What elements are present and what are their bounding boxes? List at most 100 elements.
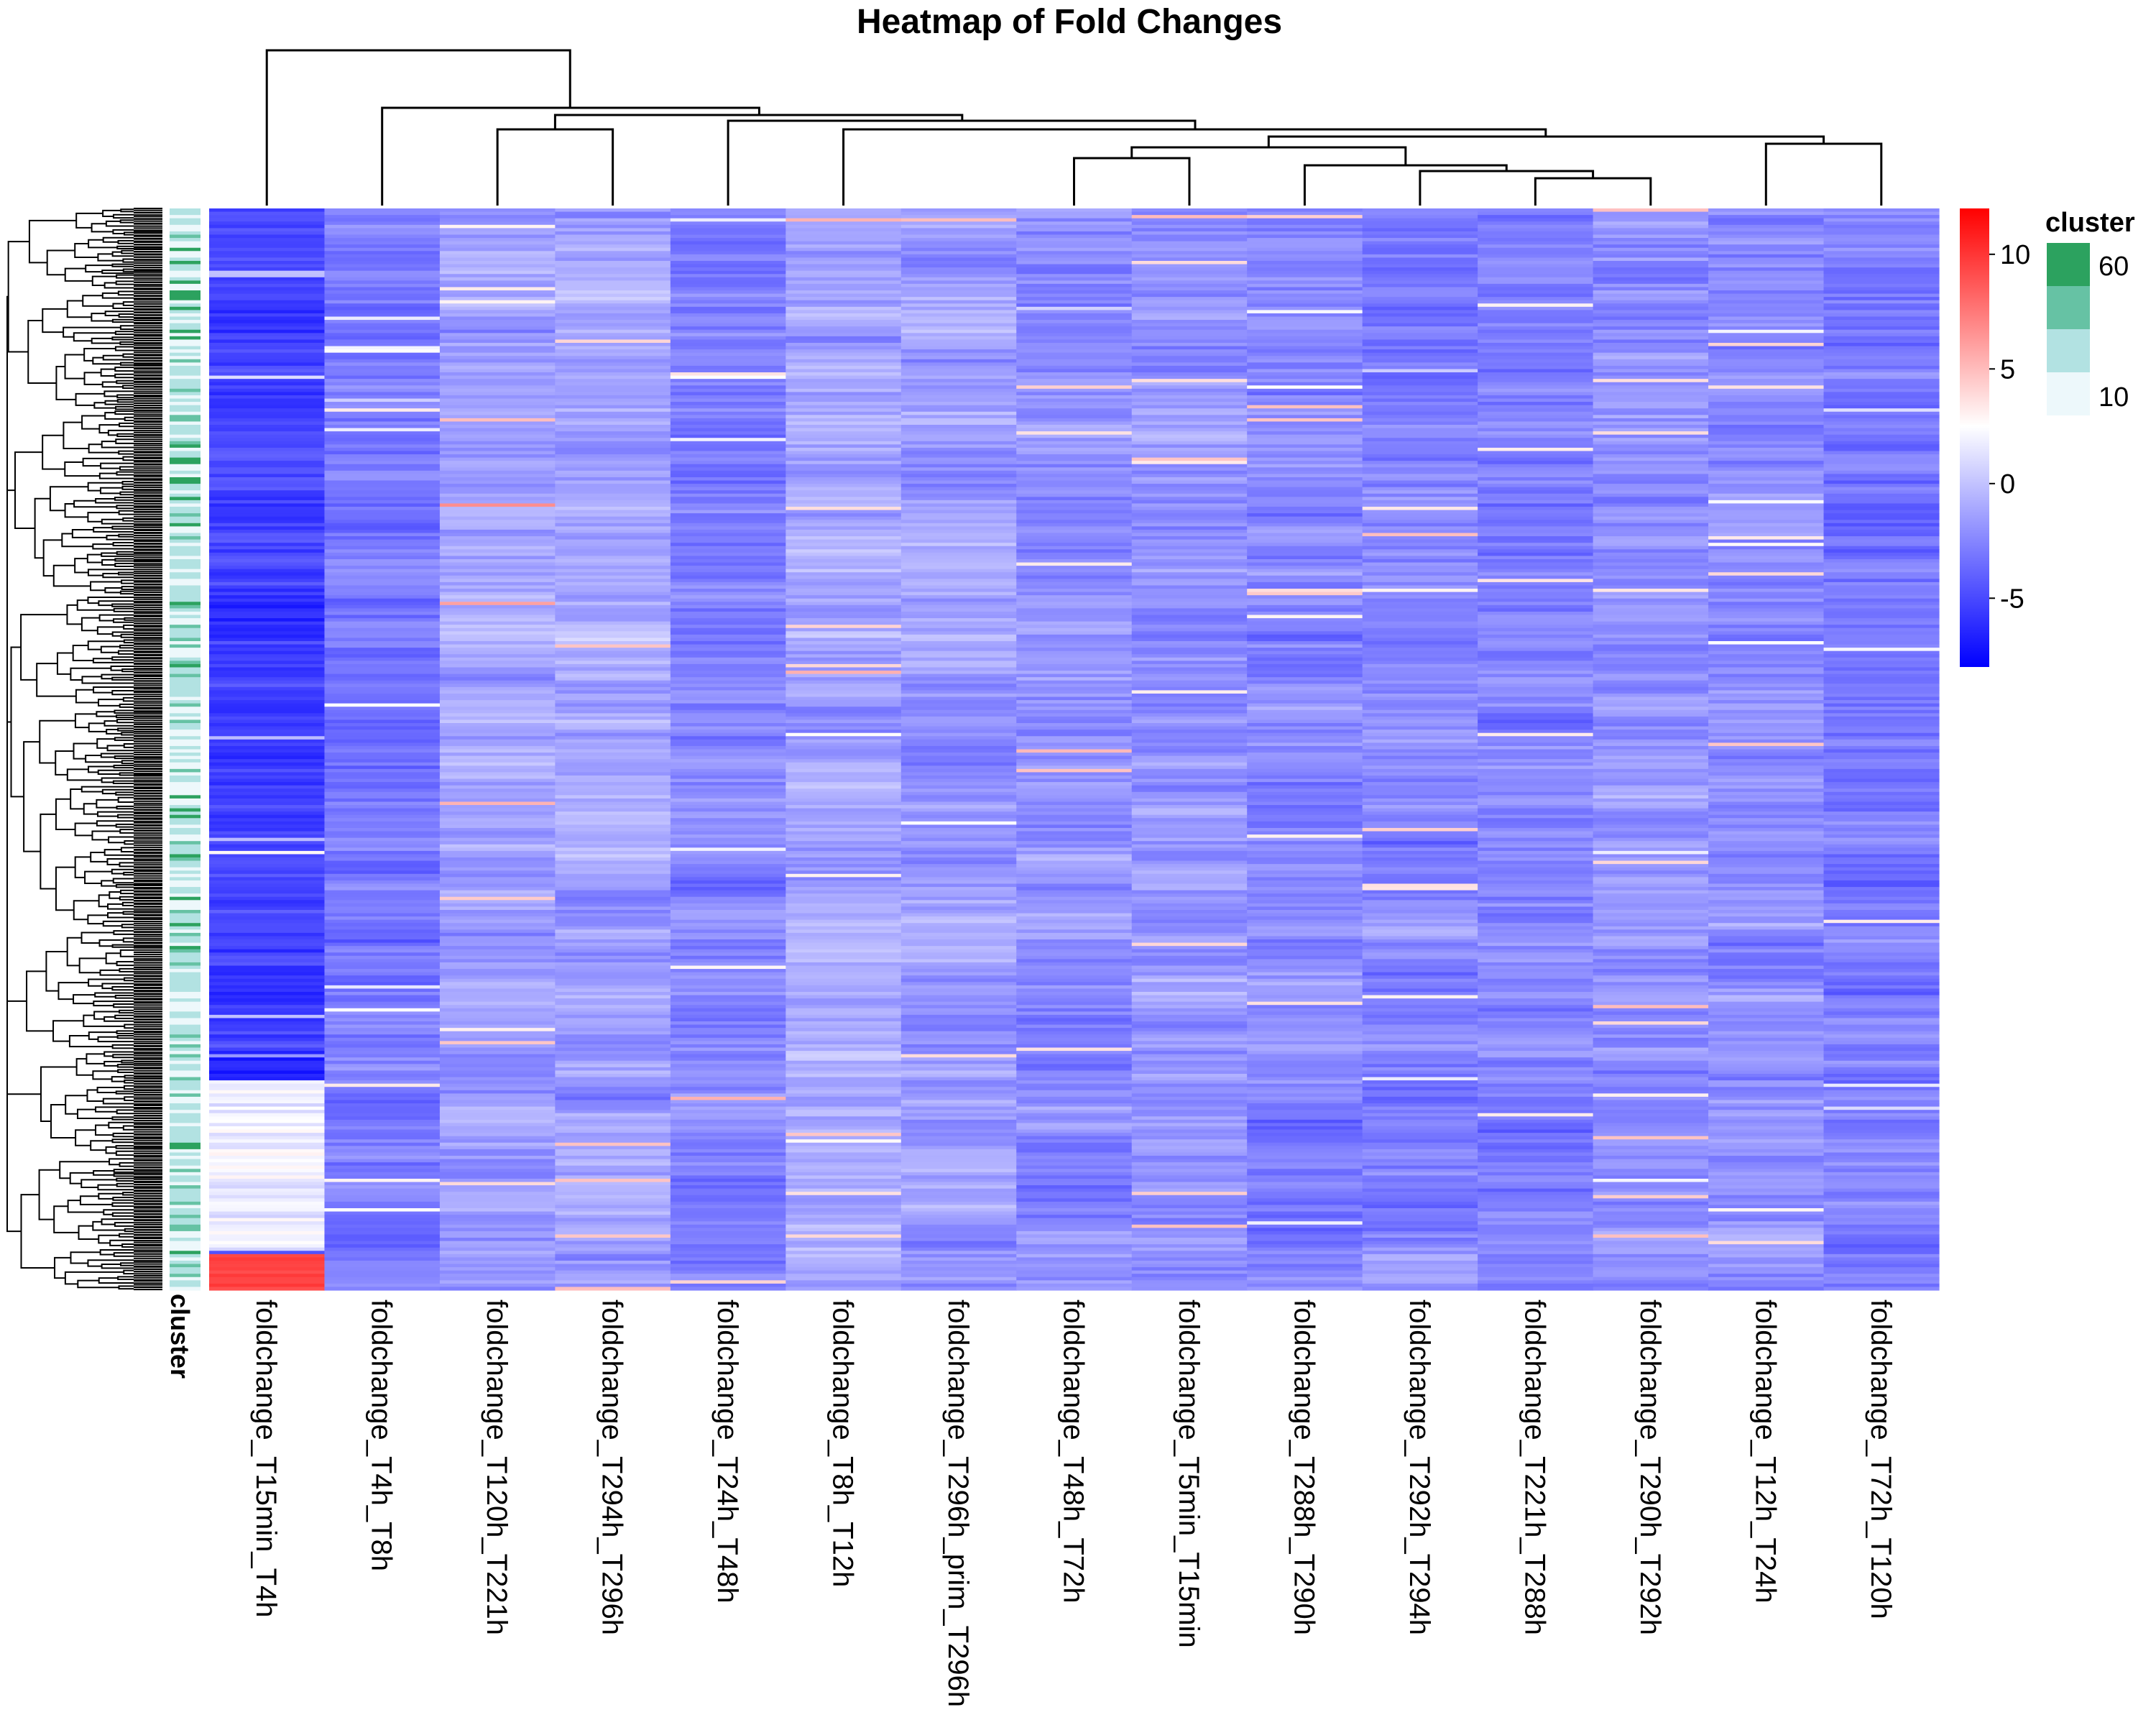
heatmap-cell xyxy=(1016,1218,1133,1222)
heatmap-cell xyxy=(786,896,902,901)
heatmap-cell xyxy=(670,382,786,386)
heatmap-cell xyxy=(1708,736,1825,740)
heatmap-cell xyxy=(209,827,326,832)
heatmap-cell xyxy=(1708,470,1825,475)
heatmap-cell xyxy=(1131,972,1248,976)
heatmap-cell xyxy=(324,677,441,681)
heatmap-cell xyxy=(786,293,902,298)
heatmap-cell xyxy=(786,1110,902,1114)
heatmap-cell xyxy=(786,283,902,288)
heatmap-cell xyxy=(900,900,1017,904)
heatmap-cell xyxy=(1708,313,1825,318)
heatmap-cell xyxy=(1016,798,1133,803)
heatmap-cell xyxy=(1362,579,1478,583)
heatmap-cell xyxy=(1131,1110,1248,1114)
heatmap-cell xyxy=(1016,497,1133,501)
heatmap-cell xyxy=(209,696,326,701)
heatmap-cell xyxy=(439,654,556,658)
heatmap-cell xyxy=(324,762,441,766)
heatmap-cell xyxy=(1131,854,1248,858)
heatmap-cell xyxy=(1362,604,1478,609)
heatmap-cell xyxy=(1593,365,1709,370)
heatmap-cell xyxy=(1362,405,1478,409)
heatmap-cell xyxy=(209,533,326,537)
heatmap-cell xyxy=(1016,558,1133,564)
heatmap-cell xyxy=(1131,320,1248,324)
heatmap-cell xyxy=(324,753,441,757)
heatmap-cell xyxy=(1593,903,1709,908)
heatmap-cell xyxy=(324,1028,441,1032)
heatmap-cell xyxy=(1131,536,1248,540)
heatmap-cell xyxy=(439,631,556,635)
cluster-annotation-cell xyxy=(170,1205,201,1209)
heatmap-cell xyxy=(209,392,326,396)
heatmap-cell xyxy=(1593,575,1709,579)
heatmap-cell xyxy=(555,893,671,898)
cluster-annotation-cell xyxy=(170,732,201,737)
cluster-annotation-cell xyxy=(170,1188,201,1192)
heatmap-cell xyxy=(209,1116,326,1121)
heatmap-cell xyxy=(439,811,556,816)
heatmap-cell xyxy=(209,1077,326,1081)
heatmap-cell xyxy=(1593,342,1709,347)
heatmap-cell xyxy=(786,972,902,976)
heatmap-cell xyxy=(324,909,441,914)
heatmap-cell xyxy=(209,487,326,491)
heatmap-cell xyxy=(555,572,671,576)
heatmap-cell xyxy=(1247,745,1363,750)
cluster-annotation-cell xyxy=(170,516,201,520)
heatmap-cell xyxy=(1593,395,1709,400)
heatmap-cell xyxy=(439,962,556,967)
heatmap-cell xyxy=(900,556,1017,560)
heatmap-cell xyxy=(786,260,902,265)
heatmap-cell xyxy=(1362,434,1478,438)
heatmap-cell xyxy=(1247,356,1363,360)
heatmap-cell xyxy=(324,1024,441,1029)
heatmap-cell xyxy=(209,604,326,609)
heatmap-cell xyxy=(1131,906,1248,911)
heatmap-cell xyxy=(1016,477,1133,482)
heatmap-cell xyxy=(1362,500,1478,505)
heatmap-cell xyxy=(1478,1090,1594,1094)
heatmap-cell xyxy=(1593,1044,1709,1049)
heatmap-cell xyxy=(1708,1093,1825,1098)
heatmap-cell xyxy=(1016,457,1133,461)
heatmap-cell xyxy=(1131,562,1248,566)
heatmap-cell xyxy=(1131,257,1248,262)
cluster-annotation-cell xyxy=(170,1260,201,1265)
heatmap-cell xyxy=(1478,1100,1594,1104)
heatmap-cell xyxy=(900,1149,1017,1154)
heatmap-cell xyxy=(439,546,556,550)
heatmap-cell xyxy=(900,569,1017,573)
heatmap-cell xyxy=(1247,988,1363,993)
heatmap-cell xyxy=(1593,916,1709,921)
heatmap-cell xyxy=(670,1156,786,1160)
heatmap-cell xyxy=(439,247,556,252)
heatmap-cell xyxy=(900,247,1017,252)
heatmap-cell xyxy=(786,1211,902,1215)
cluster-annotation-cell xyxy=(170,926,201,930)
heatmap-cell xyxy=(786,1028,902,1032)
heatmap-cell xyxy=(555,346,671,350)
cluster-annotation-cell xyxy=(170,1096,201,1101)
heatmap-cell xyxy=(324,1159,441,1163)
heatmap-cell xyxy=(786,342,902,347)
heatmap-cell xyxy=(670,1129,786,1133)
heatmap-cell xyxy=(324,805,441,809)
heatmap-cell xyxy=(1131,215,1248,219)
cluster-annotation-cell xyxy=(170,946,201,950)
heatmap-cell xyxy=(1247,526,1363,530)
heatmap-cell xyxy=(1478,736,1594,740)
heatmap-cell xyxy=(1247,827,1363,832)
heatmap-cell xyxy=(1016,1123,1133,1127)
heatmap-cell xyxy=(1593,1113,1709,1117)
heatmap-cell xyxy=(786,1169,902,1173)
heatmap-cell xyxy=(1131,529,1248,534)
heatmap-cell xyxy=(1247,929,1363,934)
heatmap-cell xyxy=(439,211,556,216)
heatmap-cell xyxy=(555,1185,671,1190)
heatmap-cell xyxy=(1362,1230,1478,1236)
heatmap-cell xyxy=(670,890,786,894)
heatmap-cell xyxy=(324,497,441,501)
heatmap-cell xyxy=(1247,310,1363,314)
